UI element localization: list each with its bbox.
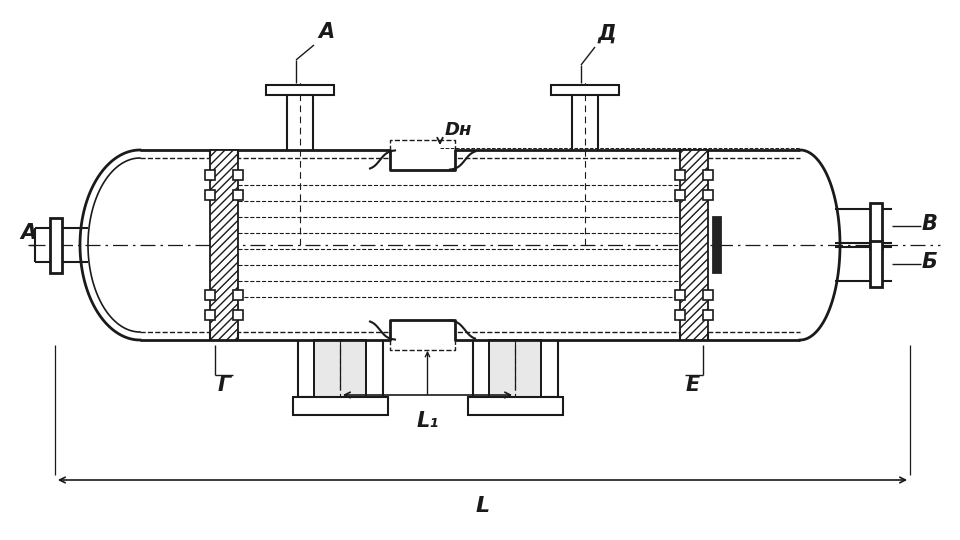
Bar bbox=[713, 217, 721, 273]
Bar bbox=[233, 310, 243, 320]
Bar bbox=[205, 290, 215, 300]
Bar bbox=[703, 310, 713, 320]
Text: Б: Б bbox=[922, 252, 938, 272]
Text: Г: Г bbox=[218, 375, 231, 395]
Text: Е: Е bbox=[685, 375, 700, 395]
Bar bbox=[675, 290, 685, 300]
Bar bbox=[870, 241, 882, 287]
Text: А: А bbox=[318, 22, 334, 42]
Bar bbox=[205, 310, 215, 320]
Bar bbox=[675, 310, 685, 320]
Bar bbox=[489, 340, 541, 397]
Bar bbox=[675, 190, 685, 200]
Bar bbox=[314, 340, 366, 397]
Text: L₁: L₁ bbox=[417, 411, 439, 431]
Bar bbox=[314, 340, 366, 397]
Text: Д: Д bbox=[598, 24, 616, 44]
Bar bbox=[675, 170, 685, 180]
Bar bbox=[703, 170, 713, 180]
Bar bbox=[233, 290, 243, 300]
Text: L: L bbox=[475, 496, 490, 516]
Bar bbox=[870, 203, 882, 249]
Text: А: А bbox=[20, 223, 36, 243]
Bar bbox=[468, 397, 563, 415]
Bar bbox=[205, 190, 215, 200]
Text: В: В bbox=[922, 214, 938, 234]
Text: Dн: Dн bbox=[445, 121, 472, 139]
Bar bbox=[489, 340, 541, 397]
Bar bbox=[233, 170, 243, 180]
Bar bbox=[551, 85, 619, 95]
Bar bbox=[233, 190, 243, 200]
Bar bbox=[680, 150, 708, 340]
Bar bbox=[293, 397, 388, 415]
Bar bbox=[205, 170, 215, 180]
Bar bbox=[266, 85, 334, 95]
Bar bbox=[703, 290, 713, 300]
Bar bbox=[210, 150, 238, 340]
Bar bbox=[703, 190, 713, 200]
Bar bbox=[50, 218, 62, 273]
